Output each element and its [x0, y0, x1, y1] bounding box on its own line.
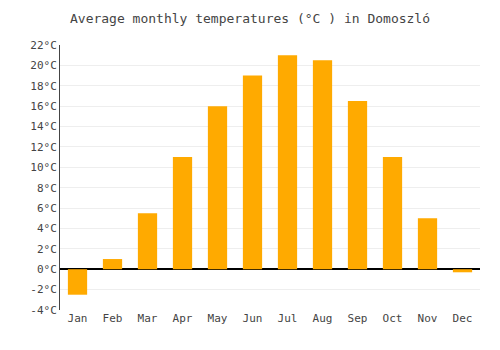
- svg-text:Aug: Aug: [313, 312, 333, 325]
- svg-text:Jul: Jul: [278, 312, 298, 325]
- svg-text:Oct: Oct: [383, 312, 403, 325]
- svg-text:14°C: 14°C: [30, 120, 57, 133]
- svg-text:12°C: 12°C: [30, 141, 57, 154]
- svg-text:20°C: 20°C: [30, 59, 57, 72]
- svg-text:Dec: Dec: [453, 312, 473, 325]
- svg-text:0°C: 0°C: [37, 263, 57, 276]
- svg-text:8°C: 8°C: [37, 182, 57, 195]
- svg-text:22°C: 22°C: [30, 39, 57, 52]
- svg-text:Mar: Mar: [138, 312, 158, 325]
- svg-text:2°C: 2°C: [37, 243, 57, 256]
- svg-text:-4°C: -4°C: [30, 304, 57, 317]
- svg-text:16°C: 16°C: [30, 100, 57, 113]
- svg-text:Jan: Jan: [68, 312, 88, 325]
- svg-text:10°C: 10°C: [30, 161, 57, 174]
- svg-text:Jun: Jun: [243, 312, 263, 325]
- svg-text:18°C: 18°C: [30, 80, 57, 93]
- svg-text:6°C: 6°C: [37, 202, 57, 215]
- svg-text:-2°C: -2°C: [30, 283, 57, 296]
- svg-text:Average monthly temperatures (: Average monthly temperatures (°C ) in Do…: [70, 11, 430, 26]
- svg-text:Sep: Sep: [348, 312, 368, 325]
- svg-text:Feb: Feb: [103, 312, 123, 325]
- svg-text:May: May: [208, 312, 228, 325]
- svg-text:Apr: Apr: [173, 312, 193, 325]
- svg-text:Nov: Nov: [418, 312, 438, 325]
- svg-text:4°C: 4°C: [37, 222, 57, 235]
